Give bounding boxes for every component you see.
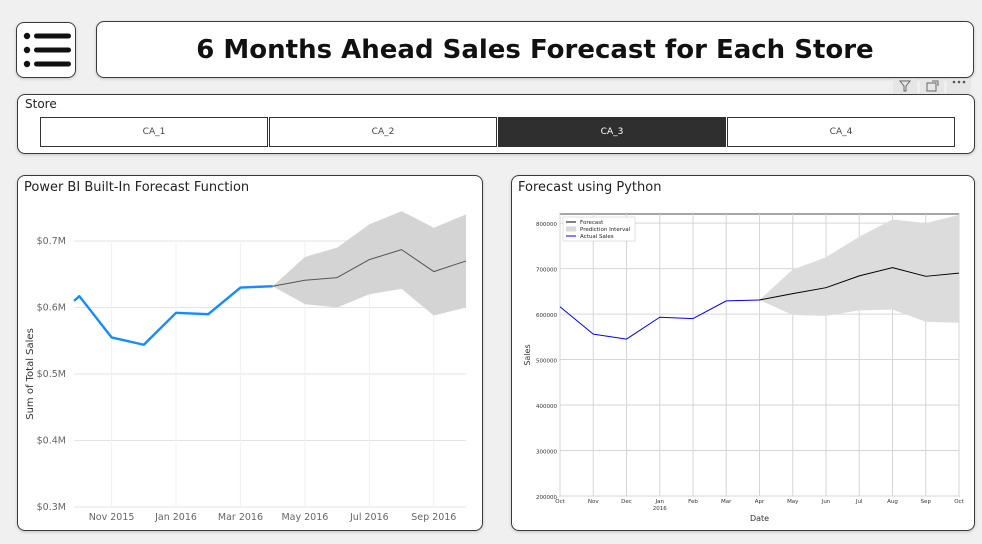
menu-button[interactable] — [16, 22, 76, 78]
forecast-line — [272, 249, 467, 287]
x-tick-label: Feb — [688, 499, 698, 505]
x-tick-label: Jun — [821, 499, 831, 505]
legend-label: Forecast — [580, 220, 604, 226]
x-tick-label: Jul 2016 — [349, 512, 389, 523]
y-tick-label: 800000 — [536, 222, 557, 228]
x-axis-label: Date — [750, 514, 769, 523]
y-axis-label: Sales — [523, 344, 532, 365]
x-tick-label: Nov — [588, 499, 599, 505]
focus-mode-icon[interactable] — [920, 79, 944, 93]
slicer-option-ca-2[interactable]: CA_2 — [269, 117, 497, 147]
filter-icon[interactable] — [893, 79, 917, 93]
y-tick-label: $0.6M — [37, 303, 66, 314]
more-options-icon[interactable] — [947, 79, 971, 93]
y-tick-label: $0.4M — [37, 436, 66, 447]
python-forecast-chart: 200000 300000 400000 500000 600000 700000 8000… — [523, 213, 965, 523]
x-tick-label: Jul — [855, 499, 863, 505]
slicer-label: Store — [25, 97, 57, 111]
chart-title: Forecast using Python — [518, 180, 662, 195]
y-tick-label: 600000 — [536, 313, 557, 319]
y-tick-label: $0.7M — [37, 236, 66, 247]
powerbi-forecast-visual: Power BI Built-In Forecast Function $0.3… — [17, 175, 483, 531]
y-tick-label: 500000 — [536, 359, 557, 365]
slicer-option-ca-4[interactable]: CA_4 — [727, 117, 955, 147]
python-forecast-visual: Forecast using Python 200000 300000 400000… — [511, 175, 975, 531]
actual-sales-line — [559, 299, 760, 340]
legend-swatch — [566, 226, 576, 232]
x-tick-label: Jan 2016 — [154, 512, 197, 523]
store-slicer: Store CA_1 CA_2 CA_3 CA_4 — [17, 94, 975, 154]
x-tick-label: Nov 2015 — [89, 512, 135, 523]
x-tick-label: Apr — [755, 499, 765, 505]
x-tick-sublabel: 2016 — [653, 506, 667, 512]
actual-sales-line — [73, 285, 273, 346]
y-tick-label: 400000 — [536, 404, 557, 410]
y-tick-label: 700000 — [536, 268, 557, 274]
y-tick-label: 300000 — [536, 450, 557, 456]
x-tick-label: May 2016 — [281, 512, 328, 523]
slicer-option-ca-1[interactable]: CA_1 — [40, 117, 268, 147]
prediction-interval-band — [759, 214, 959, 323]
y-tick-label: 200000 — [536, 495, 557, 501]
x-tick-label: Dec — [621, 499, 632, 505]
x-tick-label: Jan — [655, 499, 665, 505]
forecast-line — [759, 267, 960, 301]
page-title: 6 Months Ahead Sales Forecast for Each S… — [196, 34, 874, 65]
powerbi-forecast-chart: $0.3M $0.4M $0.5M $0.6M $0.7M Nov 2015 Jan 201… — [25, 211, 467, 523]
y-axis-label: Sum of Total Sales — [25, 328, 36, 420]
legend-label: Actual Sales — [580, 234, 614, 240]
y-tick-label: $0.5M — [37, 369, 66, 380]
visual-header-toolbar — [893, 78, 973, 93]
legend-label: Prediction Interval — [580, 227, 631, 233]
x-tick-label: Sep — [921, 499, 932, 505]
slicer-option-ca-3[interactable]: CA_3 — [498, 117, 726, 147]
chart-title: Power BI Built-In Forecast Function — [24, 180, 250, 195]
y-tick-label: $0.3M — [37, 502, 66, 513]
x-tick-label: Oct — [555, 499, 565, 505]
hamburger-menu-icon — [23, 32, 71, 68]
x-tick-label: Mar 2016 — [218, 512, 263, 523]
x-tick-label: Oct — [954, 499, 964, 505]
x-tick-label: Mar — [721, 499, 732, 505]
x-tick-label: Aug — [887, 499, 898, 505]
x-tick-label: May — [787, 499, 799, 505]
x-tick-label: Sep 2016 — [411, 512, 456, 523]
title-card: 6 Months Ahead Sales Forecast for Each S… — [96, 21, 974, 78]
prediction-interval-band — [272, 211, 466, 316]
